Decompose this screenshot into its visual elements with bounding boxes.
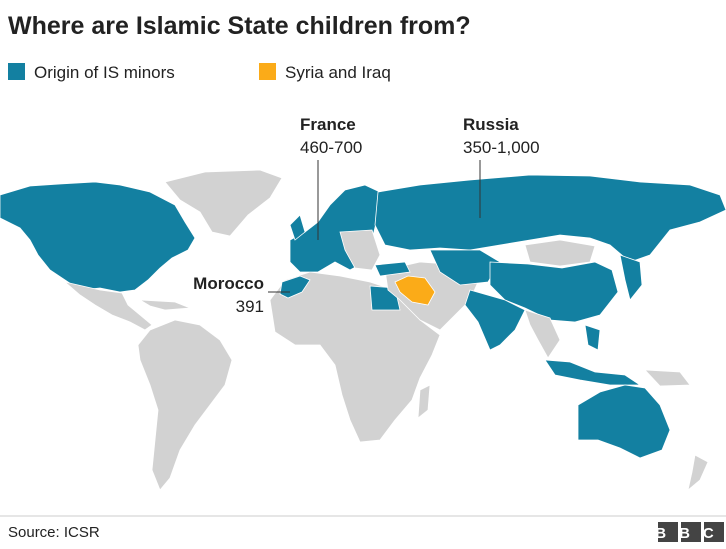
caribbean [139,299,191,311]
japan-korea [619,254,643,301]
source: Source: ICSR [8,524,100,541]
legend-swatch [8,63,25,80]
logo-text: BBC [655,525,726,542]
legend-label: Origin of IS minors [34,63,175,82]
annotations: France 460-700 Russia 350-1,000 Morocco … [193,115,539,316]
eastern-europe [339,229,381,271]
annotation-value: 460-700 [300,138,362,157]
logo-block [658,522,678,542]
annotation-country: Morocco [193,274,264,293]
legend-label: Syria and Iraq [285,63,391,82]
philippines [584,324,601,351]
north-america [0,181,196,293]
greenland [164,169,283,237]
mongolia [524,239,596,267]
world-map [0,169,726,492]
mexico [64,281,153,331]
southeast-asia [524,309,561,359]
south-america [137,319,233,491]
central-asia [429,249,501,286]
annotation-country: Russia [463,115,519,134]
russia [374,174,726,263]
turkey [374,261,411,277]
india [464,289,526,351]
annotation-value: 350-1,000 [463,138,540,157]
title: Where are Islamic State children from? [8,12,471,40]
africa [269,271,441,443]
papua [644,369,691,387]
madagascar [417,384,431,419]
annotation-value: 391 [236,297,264,316]
new-zealand [687,454,709,492]
indonesia [544,359,642,386]
uk [289,214,306,241]
bbc-logo: BBC [655,522,726,542]
syria-iraq [394,275,436,306]
legend-swatch [259,63,276,80]
logo-block [704,522,724,542]
australia [577,384,671,459]
annotation-country: France [300,115,356,134]
logo-block [681,522,701,542]
